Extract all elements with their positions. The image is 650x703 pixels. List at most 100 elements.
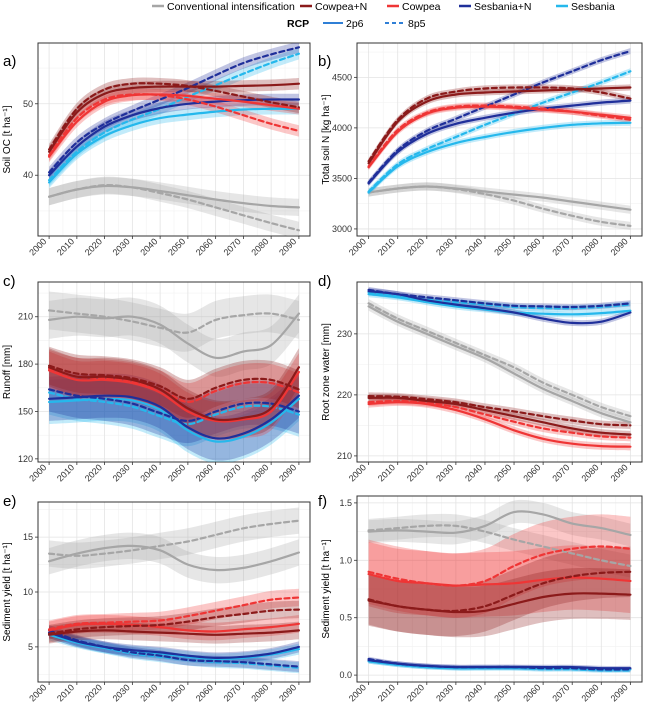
ribbon-conv-2p6 bbox=[49, 294, 299, 377]
y-tick-label: 120 bbox=[18, 454, 33, 464]
y-axis-label: Sediment yield [t ha⁻¹] bbox=[321, 539, 332, 638]
legend-item-sesN: Sesbania+N bbox=[459, 1, 532, 13]
legend-label: Sesbania bbox=[571, 1, 615, 13]
y-axis-label: Soil OC [t ha⁻¹] bbox=[2, 105, 13, 173]
series-line-cow-2p6 bbox=[48, 369, 300, 423]
series-line-ses-2p6 bbox=[48, 397, 300, 443]
legend-item-cowN: Cowpea+N bbox=[300, 1, 367, 13]
x-tick-label: 2080 bbox=[249, 236, 270, 257]
x-tick-label: 2020 bbox=[83, 462, 104, 483]
series-line-cowN-2p6 bbox=[367, 396, 632, 436]
x-tick-label: 2060 bbox=[521, 462, 542, 483]
x-tick-label: 2070 bbox=[550, 462, 571, 483]
legend-label: Cowpea bbox=[402, 1, 441, 13]
x-tick-label: 2020 bbox=[405, 462, 426, 483]
x-tick-label: 2080 bbox=[579, 236, 600, 257]
x-tick-label: 2030 bbox=[111, 682, 132, 703]
ribbon-cow-2p6 bbox=[368, 541, 631, 618]
y-axis-label: Root zone water [mm] bbox=[321, 323, 332, 421]
series-line-conv-8p5 bbox=[48, 309, 300, 334]
series-line-cow-8p5 bbox=[48, 596, 300, 631]
ribbon-conv-8p5 bbox=[368, 513, 631, 578]
x-tick-label: 2040 bbox=[138, 462, 159, 483]
x-tick-label: 2070 bbox=[550, 236, 571, 257]
series-line-ses-8p5 bbox=[48, 391, 300, 426]
ribbon-cowN-8p5 bbox=[49, 346, 299, 418]
y-tick-label: 10 bbox=[23, 587, 33, 597]
panel-border bbox=[37, 42, 311, 237]
x-tick-label: 2000 bbox=[27, 236, 48, 257]
series-line-conv-8p5 bbox=[367, 185, 632, 227]
x-tick-label: 2080 bbox=[249, 462, 270, 483]
x-tick-label: 2040 bbox=[463, 462, 484, 483]
series-line-sesN-2p6 bbox=[367, 99, 632, 185]
series-line-conv-8p5 bbox=[367, 302, 632, 418]
x-tick-label: 2010 bbox=[55, 682, 76, 703]
series-line-cowN-8p5 bbox=[367, 86, 632, 163]
y-tick-label: 3500 bbox=[332, 173, 352, 183]
x-tick-label: 2020 bbox=[405, 682, 426, 703]
series-line-sesN-8p5 bbox=[48, 46, 300, 174]
series-line-ses-2p6 bbox=[48, 107, 300, 184]
x-tick-label: 2050 bbox=[492, 462, 513, 483]
series-line-cow-8p5 bbox=[367, 545, 632, 587]
series-line-ses-8p5 bbox=[367, 70, 632, 193]
panel-border bbox=[37, 281, 311, 463]
x-tick-label: 2010 bbox=[376, 462, 397, 483]
x-tick-label: 2020 bbox=[83, 682, 104, 703]
panel-border bbox=[356, 42, 643, 237]
x-tick-label: 2000 bbox=[27, 462, 48, 483]
series-line-conv-8p5 bbox=[48, 519, 300, 557]
series-line-conv-2p6 bbox=[48, 312, 300, 360]
ribbon-conv-2p6 bbox=[368, 499, 631, 547]
x-tick-label: 2070 bbox=[222, 236, 243, 257]
x-tick-label: 2050 bbox=[166, 236, 187, 257]
x-tick-label: 2040 bbox=[138, 682, 159, 703]
panel-e: 2000 2010 2020 2030 2040 2050 2060 2070 2080 2090… bbox=[2, 493, 311, 703]
x-tick-label: 2070 bbox=[222, 462, 243, 483]
x-tick-label: 2060 bbox=[521, 682, 542, 703]
ribbon-sesN-2p6 bbox=[49, 627, 299, 664]
panel-border bbox=[356, 495, 643, 683]
panel-border bbox=[37, 501, 311, 683]
x-tick-label: 2060 bbox=[194, 236, 215, 257]
series-line-cowN-8p5 bbox=[48, 608, 300, 635]
ribbon-conv-8p5 bbox=[49, 291, 299, 352]
series-line-sesN-8p5 bbox=[48, 388, 300, 423]
y-axis-label: Total soil N [kg ha⁻¹] bbox=[321, 94, 332, 185]
legend-rcp-2p6: 2p6 bbox=[323, 18, 364, 30]
x-tick-label: 2090 bbox=[609, 236, 630, 257]
x-tick-label: 2020 bbox=[83, 236, 104, 257]
x-tick-label: 2070 bbox=[222, 682, 243, 703]
y-axis-label: Sediment yield [t ha⁻¹] bbox=[2, 542, 13, 641]
y-tick-label: 40 bbox=[23, 170, 33, 180]
series-line-cow-8p5 bbox=[367, 399, 632, 439]
x-tick-label: 2090 bbox=[609, 682, 630, 703]
y-tick-label: 4000 bbox=[332, 123, 352, 133]
legend-item-conv: Conventional intensification bbox=[152, 1, 295, 13]
x-tick-label: 2040 bbox=[463, 682, 484, 703]
series-line-cowN-8p5 bbox=[367, 570, 632, 613]
series-line-cowN-2p6 bbox=[48, 629, 300, 636]
legend-rcp-8p5: 8p5 bbox=[385, 18, 426, 30]
x-tick-label: 2010 bbox=[55, 462, 76, 483]
x-tick-label: 2000 bbox=[347, 682, 368, 703]
ribbon-sesN-8p5 bbox=[49, 624, 299, 673]
ribbon-sesN-8p5 bbox=[49, 43, 299, 179]
x-tick-label: 2090 bbox=[277, 462, 298, 483]
x-tick-label: 2050 bbox=[166, 462, 187, 483]
x-tick-label: 2010 bbox=[55, 236, 76, 257]
x-tick-label: 2010 bbox=[376, 682, 397, 703]
series-line-sesN-8p5 bbox=[48, 629, 300, 668]
series-line-cowN-8p5 bbox=[367, 395, 632, 427]
y-tick-label: 0.0 bbox=[339, 670, 352, 680]
panel-f: 2000 2010 2020 2030 2040 2050 2060 2070 2080 2090… bbox=[318, 493, 643, 703]
series-line-cowN-2p6 bbox=[48, 82, 300, 153]
x-tick-label: 2080 bbox=[249, 682, 270, 703]
ribbon-conv-8p5 bbox=[368, 299, 631, 421]
x-tick-label: 2070 bbox=[550, 682, 571, 703]
series-line-cow-8p5 bbox=[48, 93, 300, 157]
series-line-cow-2p6 bbox=[48, 93, 300, 158]
x-tick-label: 2000 bbox=[347, 462, 368, 483]
